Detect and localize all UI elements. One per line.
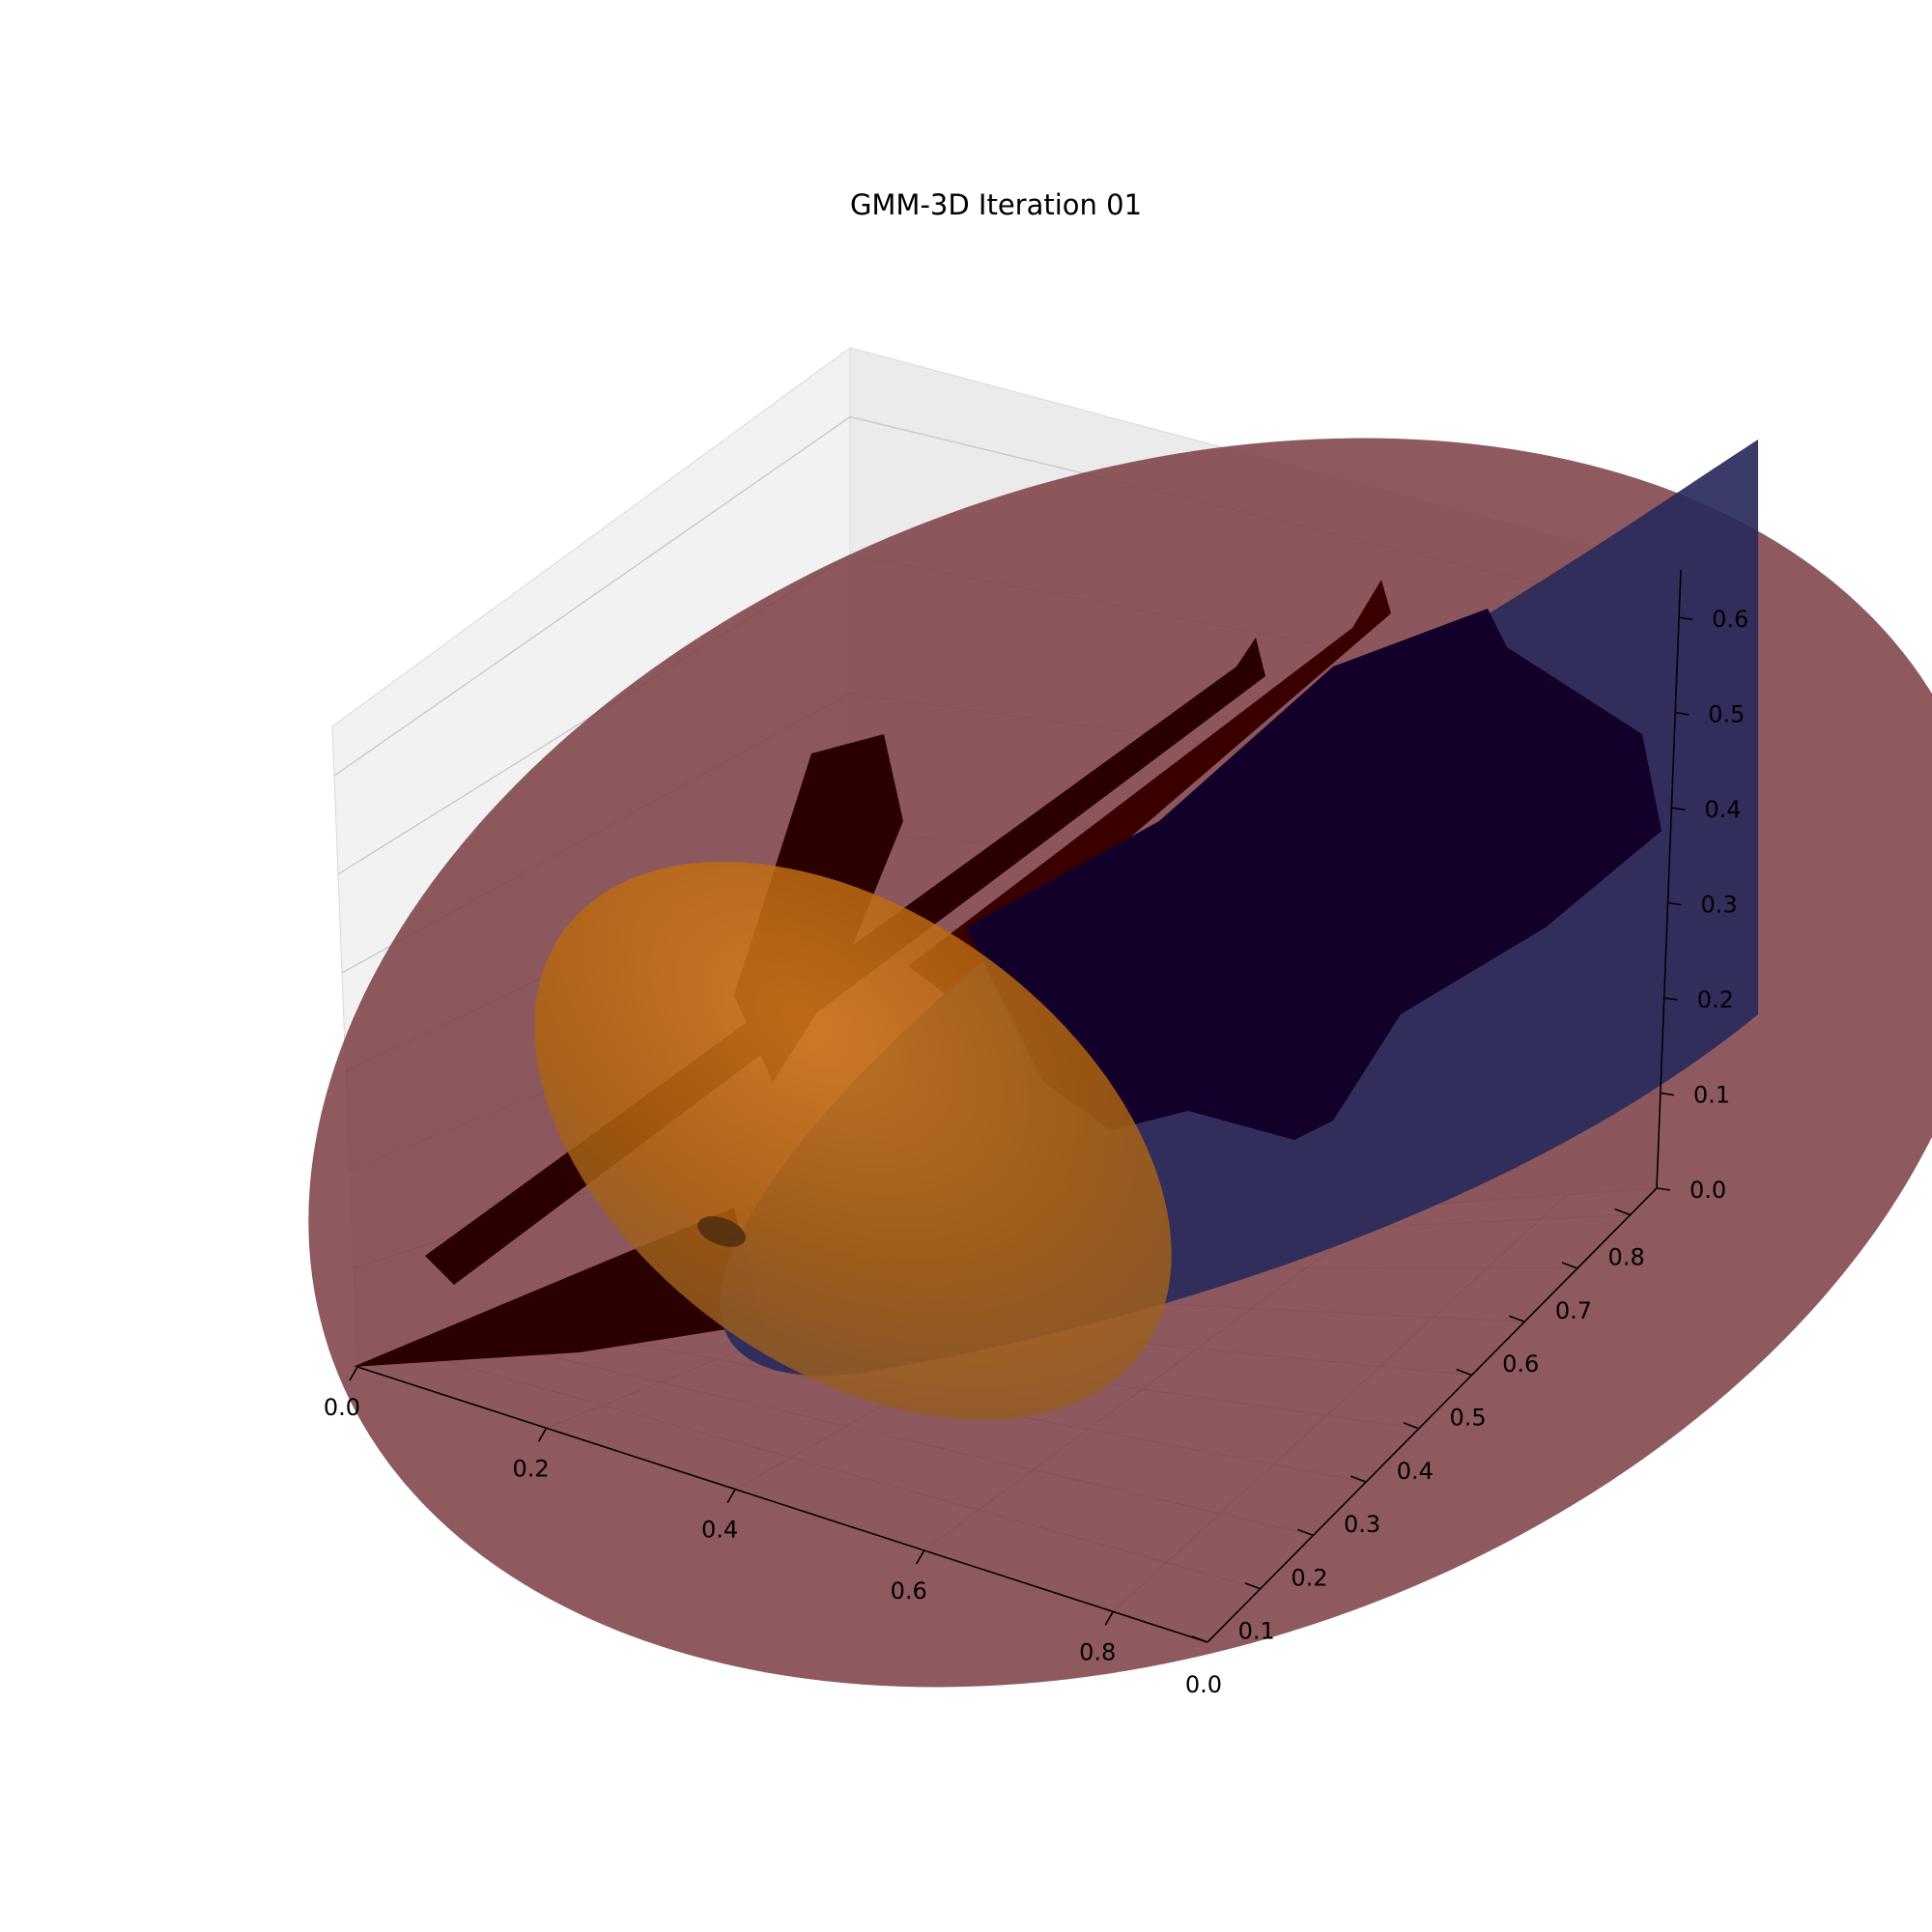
z-tick-label-2: 0.2 xyxy=(1697,986,1734,1013)
z-ticks: 0.0 0.1 0.2 0.3 0.4 0.5 0.6 xyxy=(1656,606,1748,1204)
y-ticks: 0.0 0.1 0.2 0.3 0.4 0.5 0.6 0.7 0.8 xyxy=(1185,1208,1645,1698)
orange-inner-core xyxy=(697,1216,746,1247)
y-tick-label-6: 0.6 xyxy=(1502,1350,1539,1378)
z-tick-3 xyxy=(1667,901,1682,906)
x-tick-label-2: 0.4 xyxy=(701,1517,738,1544)
z-tick-label-0: 0.0 xyxy=(1690,1177,1726,1204)
y-tick-4 xyxy=(1403,1422,1420,1430)
y-tick-5 xyxy=(1456,1368,1472,1377)
x-ticks: 0.0 0.2 0.4 0.6 0.8 xyxy=(324,1366,1116,1665)
z-tick-label-6: 0.6 xyxy=(1712,606,1748,633)
z-tick-label-5: 0.5 xyxy=(1708,701,1745,728)
orange-ellipsoid xyxy=(534,862,1172,1420)
z-tick-6 xyxy=(1678,616,1693,621)
y-tick-1 xyxy=(1244,1581,1261,1590)
x-axis-line xyxy=(356,1366,1208,1643)
z-tick-label-4: 0.4 xyxy=(1704,796,1741,823)
x-tick-1 xyxy=(537,1427,548,1442)
y-tick-3 xyxy=(1350,1475,1367,1483)
y-tick-label-4: 0.4 xyxy=(1397,1458,1434,1485)
y-tick-0 xyxy=(1191,1635,1208,1643)
z-tick-label-3: 0.3 xyxy=(1701,892,1738,919)
points-right-blob xyxy=(966,609,1662,1140)
z-tick-4 xyxy=(1671,807,1686,810)
chart-title: GMM-3D Iteration 01 xyxy=(850,188,1142,221)
y-tick-label-5: 0.5 xyxy=(1449,1405,1486,1432)
y-tick-label-8: 0.8 xyxy=(1608,1244,1645,1271)
z-tick-2 xyxy=(1663,997,1678,1001)
z-axis-line xyxy=(1656,569,1682,1189)
x-tick-label-0: 0.0 xyxy=(324,1394,360,1421)
y-tick-6 xyxy=(1508,1315,1525,1322)
y-tick-label-7: 0.7 xyxy=(1555,1297,1592,1324)
y-tick-label-2: 0.2 xyxy=(1291,1564,1327,1591)
x-tick-label-3: 0.6 xyxy=(891,1577,927,1605)
y-tick-8 xyxy=(1614,1208,1631,1216)
axes xyxy=(356,569,1682,1643)
y-tick-2 xyxy=(1297,1528,1314,1537)
y-tick-label-3: 0.3 xyxy=(1344,1511,1380,1538)
z-tick-label-1: 0.1 xyxy=(1693,1082,1730,1109)
x-tick-label-4: 0.8 xyxy=(1079,1638,1116,1665)
z-tick-0 xyxy=(1656,1187,1671,1191)
z-tick-1 xyxy=(1660,1092,1674,1096)
x-tick-0 xyxy=(349,1366,358,1381)
y-tick-7 xyxy=(1561,1262,1578,1269)
z-tick-5 xyxy=(1675,711,1690,716)
points-diagonal-streak-2 xyxy=(908,580,1391,995)
x-tick-label-1: 0.2 xyxy=(512,1455,549,1482)
x-tick-3 xyxy=(915,1549,925,1565)
x-tick-4 xyxy=(1104,1610,1114,1626)
orange-component xyxy=(534,862,1172,1420)
y-tick-label-1: 0.1 xyxy=(1238,1618,1275,1645)
y-tick-label-0: 0.0 xyxy=(1185,1671,1222,1698)
x-tick-2 xyxy=(726,1489,736,1504)
y-axis-line xyxy=(1207,1187,1658,1643)
